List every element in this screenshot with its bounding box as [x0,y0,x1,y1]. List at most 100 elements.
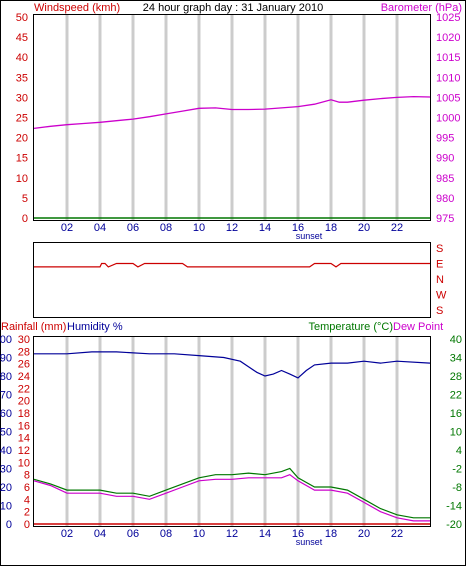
humidity-tick-label: 70 [0,390,12,402]
barometer-tick-label: 975 [436,213,454,225]
top-hour-tick-label: 20 [358,222,370,234]
temperature-tick-label: -2 [452,464,462,476]
temperature-tick-label: 28 [450,371,462,383]
lower-grid [65,337,399,526]
rainfall-axis-label: Rainfall (mm) [1,321,66,333]
windspeed-ticks: 0 5 10 15 20 25 30 35 40 45 50 [16,12,28,225]
rain-tick-label: 18 [18,408,30,420]
lower-hour-tick-label: 08 [160,528,172,540]
lower-hour-tick-label: 22 [391,528,403,540]
top-hour-tick-label: 16 [292,222,304,234]
windspeed-axis-label: Windspeed (kmh) [34,2,120,14]
humidity-tick-label: 80 [0,371,12,383]
lower-hour-tick-label: 02 [61,528,73,540]
chart-title: 24 hour graph day : 31 January 2010 [143,2,323,14]
rain-tick-label: 6 [24,482,30,494]
windspeed-tick-label: 35 [16,72,28,84]
rain-tick-label: 14 [18,433,30,445]
top-plot-frame [33,14,431,221]
temperature-tick-label: 10 [450,427,462,439]
humidity-tick-label: 100 [0,334,12,346]
top-hour-tick-label: 12 [226,222,238,234]
windspeed-tick-label: 40 [16,52,28,64]
rain-tick-label: 10 [18,457,30,469]
barometer-tick-label: 990 [436,153,454,165]
temperature-tick-label: -14 [446,501,462,513]
lower-sunset-label: sunset [296,537,323,547]
barometer-tick-label: 980 [436,193,454,205]
temperature-tick-label: 4 [456,445,462,457]
humidity-series-line [34,351,431,379]
dewpoint-series-line [33,474,430,522]
windspeed-tick-label: 0 [22,213,28,225]
top-hour-tick-label: 02 [61,222,73,234]
windspeed-tick-label: 5 [22,193,28,205]
top-grid [65,15,399,220]
rain-tick-label: 4 [24,494,30,506]
lower-hour-tick-label: 12 [226,528,238,540]
humidity-tick-label: 30 [0,464,12,476]
barometer-tick-label: 1000 [436,113,460,125]
rain-tick-label: 24 [18,371,30,383]
windspeed-tick-label: 45 [16,32,28,44]
lower-hour-tick-label: 18 [325,528,337,540]
windspeed-tick-label: 25 [16,113,28,125]
humidity-tick-label: 20 [0,482,12,494]
barometer-tick-label: 995 [436,133,454,145]
top-hour-tick-label: 06 [127,222,139,234]
lower-hour-tick-label: 20 [358,528,370,540]
lower-hour-tick-label: 16 [292,528,304,540]
barometer-tick-label: 1015 [436,52,460,64]
lower-hour-tick-label: 06 [127,528,139,540]
rain-tick-label: 20 [18,396,30,408]
humidity-tick-label: 90 [0,353,12,365]
wind-direction-tick-label: N [436,274,444,286]
rain-tick-label: 28 [18,346,30,358]
rain-tick-label: 8 [24,470,30,482]
top-hour-tick-label: 14 [259,222,271,234]
temperature-tick-label: -20 [446,519,462,531]
humidity-tick-label: 60 [0,408,12,420]
rain-tick-label: 12 [18,445,30,457]
temperature-tick-label: 40 [450,334,462,346]
temperature-series-line [33,467,430,519]
temperature-axis-label: Temperature (°C) [309,321,393,333]
windspeed-tick-label: 10 [16,173,28,185]
barometer-tick-label: 1005 [436,92,460,104]
humidity-tick-label: 50 [0,427,12,439]
temperature-tick-label: 22 [450,390,462,402]
top-hour-tick-label: 18 [325,222,337,234]
barometer-axis-label: Barometer (hPa) [381,2,462,14]
wind-direction-tick-label: S [436,243,443,255]
barometer-ticks: 975 980 985 990 995 1000 1005 1010 1015 1020 1025 [436,12,460,225]
humidity-tick-label: 10 [0,501,12,513]
rain-tick-label: 30 [18,334,30,346]
windspeed-tick-label: 50 [16,12,28,24]
top-hour-tick-label: 10 [193,222,205,234]
barometer-tick-label: 985 [436,173,454,185]
humidity-tick-label: 40 [0,445,12,457]
windspeed-tick-label: 15 [16,153,28,165]
lower-hour-ticks: 02 04 06 08 10 12 14 16 18 20 22 [61,528,403,540]
rain-tick-label: 0 [24,519,30,531]
top-hour-tick-label: 22 [391,222,403,234]
top-hour-ticks: 02 04 06 08 10 12 14 16 18 20 22 [61,222,403,234]
rain-tick-label: 2 [24,507,30,519]
lower-hour-tick-label: 14 [259,528,271,540]
temperature-ticks: -20 -14 -8 -2 4 10 16 22 28 34 40 [446,334,462,531]
barometer-series-line [33,95,431,130]
windspeed-tick-label: 30 [16,92,28,104]
wind-direction-tick-label: S [436,305,443,317]
temperature-tick-label: -8 [452,482,462,494]
wind-direction-frame [33,242,431,318]
wind-direction-tick-label: W [436,290,447,302]
humidity-axis-label: Humidity % [67,321,123,333]
wind-direction-series-line [34,262,430,268]
lower-hour-tick-label: 04 [94,528,106,540]
rain-tick-label: 26 [18,359,30,371]
wind-direction-tick-label: E [436,259,443,271]
lower-hour-tick-label: 10 [193,528,205,540]
